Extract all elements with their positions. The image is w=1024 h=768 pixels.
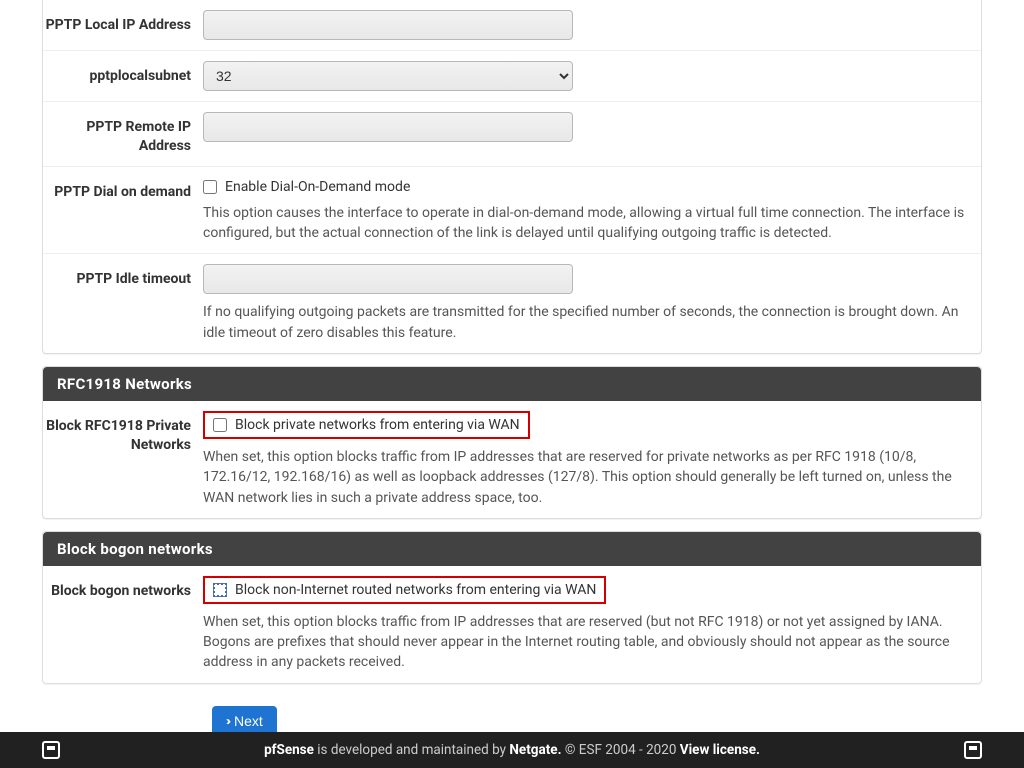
row-rfc1918: Block RFC1918 Private Networks Block pri… — [43, 401, 981, 518]
checkbox-label-rfc1918: Block private networks from entering via… — [235, 417, 520, 433]
checkbox-dial-on-demand[interactable] — [203, 180, 217, 194]
bogon-heading: Block bogon networks — [43, 532, 981, 566]
input-pptp-remote-ip[interactable] — [203, 112, 573, 142]
label-pptp-idle-timeout: PPTP Idle timeout — [43, 264, 203, 343]
help-bogon: When set, this option blocks traffic fro… — [203, 612, 969, 673]
label-rfc1918: Block RFC1918 Private Networks — [43, 411, 203, 508]
rfc1918-heading: RFC1918 Networks — [43, 367, 981, 401]
label-pptp-local-subnet: pptplocalsubnet — [43, 61, 203, 91]
footer: pfSense is developed and maintained by N… — [0, 732, 1024, 768]
label-pptp-dial-on-demand: PPTP Dial on demand — [43, 177, 203, 244]
row-pptp-local-subnet: pptplocalsubnet 32 — [43, 51, 981, 102]
row-pptp-dial-on-demand: PPTP Dial on demand Enable Dial-On-Deman… — [43, 167, 981, 255]
footer-copyright: © ESF 2004 - 2020 — [562, 742, 680, 758]
checkbox-block-rfc1918[interactable] — [213, 418, 227, 432]
footer-right-icon[interactable] — [964, 741, 982, 759]
footer-left-icon[interactable] — [42, 741, 60, 759]
footer-license-link[interactable]: View license. — [680, 742, 760, 758]
help-rfc1918: When set, this option blocks traffic fro… — [203, 447, 969, 508]
label-bogon: Block bogon networks — [43, 576, 203, 673]
highlight-rfc1918: Block private networks from entering via… — [203, 411, 530, 439]
row-pptp-local-ip: PPTP Local IP Address — [43, 0, 981, 51]
checkbox-label-bogon: Block non-Internet routed networks from … — [235, 582, 596, 598]
rfc1918-panel: RFC1918 Networks Block RFC1918 Private N… — [42, 366, 982, 519]
select-pptp-local-subnet[interactable]: 32 — [203, 61, 573, 91]
row-pptp-idle-timeout: PPTP Idle timeout If no qualifying outgo… — [43, 254, 981, 353]
pptp-panel: PPTP Local IP Address pptplocalsubnet 32… — [42, 0, 982, 354]
row-pptp-remote-ip: PPTP Remote IP Address — [43, 102, 981, 167]
help-dial-on-demand: This option causes the interface to oper… — [203, 203, 969, 244]
footer-brand: pfSense — [264, 742, 314, 758]
label-pptp-remote-ip: PPTP Remote IP Address — [43, 112, 203, 156]
row-bogon: Block bogon networks Block non-Internet … — [43, 566, 981, 683]
help-idle-timeout: If no qualifying outgoing packets are tr… — [203, 302, 969, 343]
label-pptp-local-ip: PPTP Local IP Address — [43, 10, 203, 40]
footer-mid: is developed and maintained by — [314, 742, 509, 758]
input-pptp-idle-timeout[interactable] — [203, 264, 573, 294]
highlight-bogon: Block non-Internet routed networks from … — [203, 576, 606, 604]
chevron-right-icon: ›› — [226, 714, 228, 728]
footer-company: Netgate. — [509, 742, 561, 758]
next-button-label: Next — [234, 713, 263, 729]
bogon-panel: Block bogon networks Block bogon network… — [42, 531, 982, 684]
checkbox-label-dial-on-demand: Enable Dial-On-Demand mode — [225, 179, 410, 195]
checkbox-block-bogon[interactable] — [213, 583, 227, 597]
input-pptp-local-ip[interactable] — [203, 10, 573, 40]
